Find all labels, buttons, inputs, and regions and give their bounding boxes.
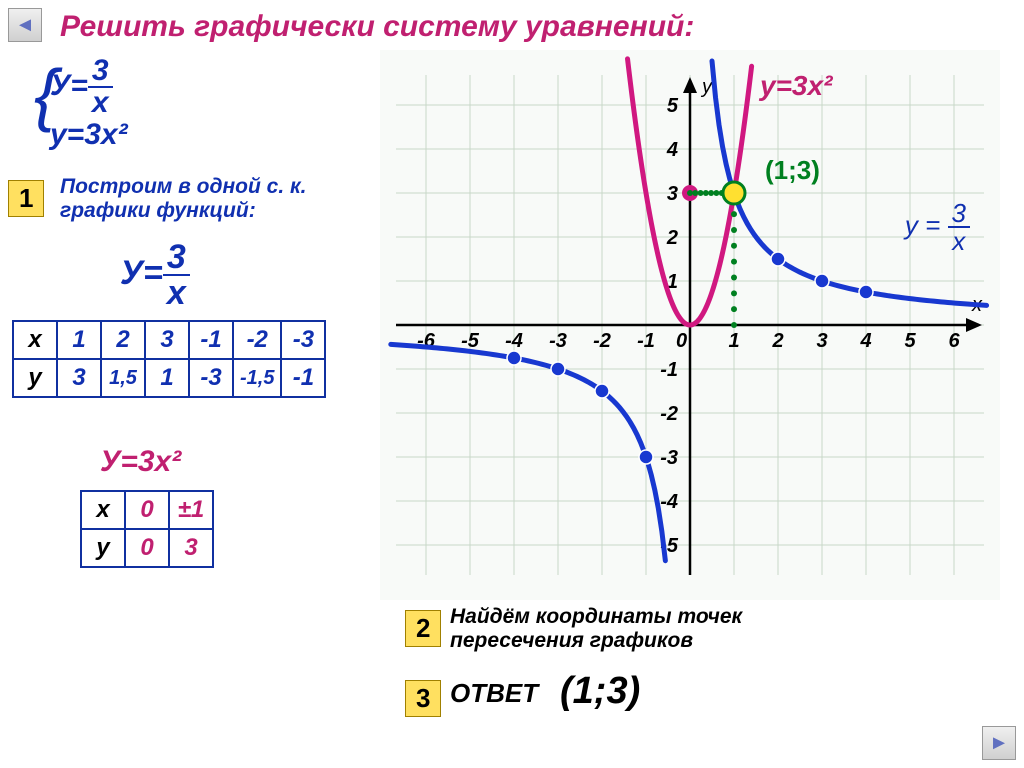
- table-y-header: у: [13, 359, 57, 397]
- eq1-fraction: 3x: [88, 56, 113, 118]
- svg-text:-3: -3: [549, 330, 567, 352]
- step-1-badge: 1: [8, 180, 44, 217]
- table-cell: -1,5: [233, 359, 281, 397]
- table-row: х 1 2 3 -1 -2 -3: [13, 321, 325, 359]
- step1-line2: графики функций:: [60, 199, 256, 222]
- triangle-right-icon: ►: [989, 732, 1009, 755]
- eq2: у=3х²: [50, 118, 128, 152]
- table-x-header: х: [13, 321, 57, 359]
- svg-text:-1: -1: [660, 359, 678, 381]
- svg-text:4: 4: [666, 139, 678, 161]
- step-1-number: 1: [8, 180, 44, 217]
- table-cell: 1,5: [101, 359, 145, 397]
- svg-text:-3: -3: [660, 447, 678, 469]
- table-row: х 0 ±1: [81, 491, 213, 529]
- chart: -6-5-4-3-2-1123456-5-4-3-2-1123450ху у=3…: [380, 50, 1000, 600]
- step-2-number: 2: [405, 610, 441, 647]
- svg-text:4: 4: [859, 330, 871, 352]
- parabola-label: у=3х²: [760, 70, 832, 102]
- table-cell: -2: [233, 321, 281, 359]
- step2-line1: Найдём координаты точек: [450, 605, 742, 628]
- table-cell: -3: [281, 321, 325, 359]
- svg-text:3: 3: [667, 183, 678, 205]
- chart-svg: -6-5-4-3-2-1123456-5-4-3-2-1123450ху: [380, 50, 1000, 600]
- intersection-label: (1;3): [765, 155, 820, 186]
- page-title: Решить графически систему уравнений:: [60, 10, 694, 44]
- table-cell: 2: [101, 321, 145, 359]
- step1-line1: Построим в одной с. к.: [60, 175, 306, 198]
- table-cell: 0: [125, 529, 169, 567]
- svg-text:5: 5: [904, 330, 916, 352]
- parabola-data-table: х 0 ±1 у 0 3: [80, 490, 214, 568]
- nav-prev-button[interactable]: ◄: [8, 8, 42, 42]
- step-2-badge: 2: [405, 610, 441, 647]
- curve2-equation-label: У=3х²: [100, 445, 181, 479]
- svg-text:-1: -1: [637, 330, 655, 352]
- svg-text:5: 5: [667, 95, 679, 117]
- hyperbola-data-table: х 1 2 3 -1 -2 -3 у 3 1,5 1 -3 -1,5 -1: [12, 320, 326, 398]
- svg-text:2: 2: [771, 330, 783, 352]
- table-cell: -3: [189, 359, 233, 397]
- table-row: у 3 1,5 1 -3 -1,5 -1: [13, 359, 325, 397]
- step-2-text: Найдём координаты точек пересечения граф…: [450, 605, 742, 653]
- table-cell: ±1: [169, 491, 213, 529]
- curve1-equation-label: У=3x: [120, 240, 190, 310]
- svg-text:3: 3: [816, 330, 827, 352]
- equation-system: { У=3x у=3х²: [50, 56, 128, 152]
- step-3-badge: 3: [405, 680, 441, 717]
- table-cell: 3: [169, 529, 213, 567]
- svg-text:-2: -2: [660, 403, 678, 425]
- svg-text:у: у: [700, 76, 713, 98]
- step-1-text: Построим в одной с. к. графики функций:: [60, 175, 306, 223]
- nav-next-button[interactable]: ►: [982, 726, 1016, 760]
- table-cell: -1: [281, 359, 325, 397]
- svg-text:-4: -4: [660, 491, 678, 513]
- table-y-header: у: [81, 529, 125, 567]
- table-cell: 1: [57, 321, 101, 359]
- answer-label: ОТВЕТ: [450, 678, 538, 709]
- svg-text:1: 1: [728, 330, 739, 352]
- svg-text:-4: -4: [505, 330, 523, 352]
- triangle-left-icon: ◄: [15, 14, 35, 37]
- step-3-number: 3: [405, 680, 441, 717]
- table-cell: 0: [125, 491, 169, 529]
- table-cell: -1: [189, 321, 233, 359]
- hyperbola-label: y = 3x: [905, 200, 970, 254]
- table-cell: 3: [145, 321, 189, 359]
- table-cell: 3: [57, 359, 101, 397]
- brace-icon: {: [34, 54, 57, 134]
- step2-line2: пересечения графиков: [450, 629, 693, 652]
- svg-text:2: 2: [666, 227, 678, 249]
- table-cell: 1: [145, 359, 189, 397]
- svg-text:-2: -2: [593, 330, 611, 352]
- svg-text:6: 6: [948, 330, 960, 352]
- answer-value: (1;3): [560, 670, 640, 713]
- svg-text:0: 0: [676, 330, 687, 352]
- table-x-header: х: [81, 491, 125, 529]
- table-row: у 0 3: [81, 529, 213, 567]
